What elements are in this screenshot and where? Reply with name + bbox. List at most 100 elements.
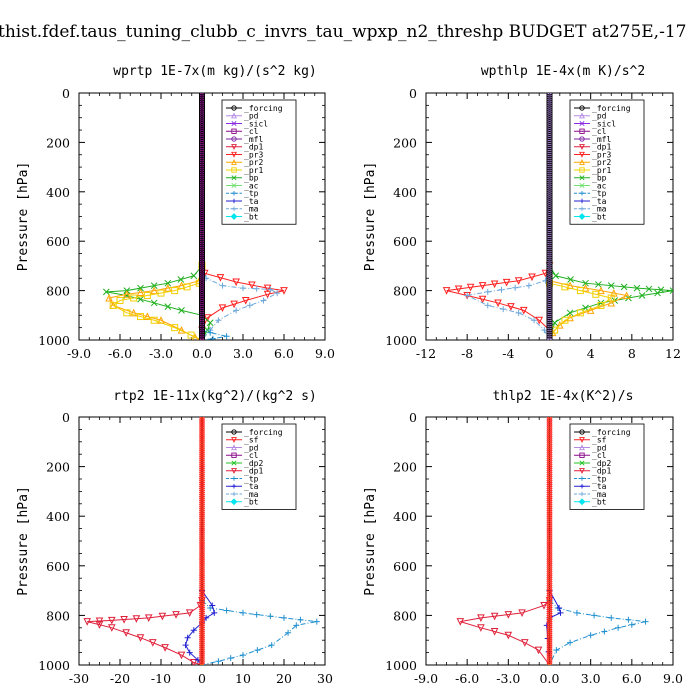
series-point-pr3: [507, 303, 515, 311]
series-point-dp1: [161, 644, 169, 652]
zero-line-marker: [546, 93, 553, 96]
series-point-pr3: [232, 278, 240, 287]
series-point-ma: [484, 302, 491, 309]
panel-title: rtp2 1E-11x(kg^2)/(kg^2 s): [113, 389, 317, 404]
y-tick-label: 400: [46, 185, 70, 200]
legend-marker-pd: [231, 444, 237, 451]
series-point-ma: [260, 297, 267, 304]
legend-marker-ac: [579, 182, 585, 189]
y-tick-label: 0: [62, 410, 70, 425]
series-point-tp: [223, 607, 230, 614]
series-point-ma: [215, 317, 222, 324]
series-point-pr2: [607, 298, 616, 307]
series-point-pr2: [597, 286, 605, 295]
series-point-tp: [625, 616, 632, 623]
x-tick-label: -4: [502, 346, 514, 361]
series-line-tp: [549, 600, 646, 665]
series-point-bp: [190, 272, 198, 280]
x-tick-label: 6.0: [274, 346, 294, 361]
series-line-pr3: [201, 265, 285, 340]
y-tick-label: 1000: [385, 658, 417, 673]
series-point-bp: [150, 282, 158, 290]
legend-label-pr1: _pr1: [592, 166, 611, 175]
series-point-tp: [215, 658, 222, 665]
legend-label-ma: _ma: [592, 205, 607, 214]
series-group: [83, 417, 320, 665]
y-axis-label: Pressure [hPa]: [363, 486, 378, 596]
zero-line-marker: [546, 662, 553, 665]
legend-label-ac: _ac: [592, 181, 607, 190]
legend-label-ta: _ta: [592, 197, 607, 206]
budget-panel-1: wprtp 1E-7x(m kg)/(s^2 kg) Pressure [hPa]…: [16, 64, 335, 361]
series-point-tp: [628, 621, 635, 628]
series-point-dp1: [172, 611, 180, 619]
legend-marker-pr3: [231, 151, 237, 158]
series-point-pr1: [171, 324, 179, 332]
x-tick-label: -9.0: [414, 671, 438, 686]
series-point-tp: [209, 335, 216, 340]
zero-line-marker: [199, 337, 205, 340]
series-point-dp1: [144, 614, 153, 622]
series-point-pr1: [116, 296, 124, 304]
legend-label-cl: _cl: [244, 451, 259, 460]
series-point-pr3: [528, 273, 536, 282]
series-point-bp: [597, 299, 605, 307]
legend-marker-dp2: [231, 460, 237, 466]
y-axis-label: Pressure [hPa]: [16, 162, 31, 272]
legend: _forcing_pd_sicl_cl_mfl_dp1_pr3_pr2_pr1_…: [569, 99, 645, 225]
legend-marker-forcing: [231, 429, 237, 435]
legend-marker-pd: [231, 112, 237, 119]
x-tick-label: -3.0: [149, 346, 173, 361]
legend-marker-ta: [231, 484, 237, 489]
series-point-pr3: [263, 290, 272, 299]
legend-marker-pr1: [579, 167, 585, 173]
legend-marker-dp1: [231, 144, 237, 150]
series-point-tp: [227, 655, 234, 662]
y-axis-label: Pressure [hPa]: [363, 162, 378, 272]
x-tick-label: 0.0: [192, 346, 212, 361]
series-point-ma: [464, 292, 471, 299]
series-point-pr2: [581, 284, 590, 292]
legend-marker-ac: [231, 182, 237, 189]
x-tick-label: 20: [276, 671, 292, 686]
x-tick-label: 9.0: [315, 346, 335, 361]
series-point-dp1: [477, 624, 485, 632]
series-point-pr1: [109, 301, 117, 309]
legend-marker-cl: [579, 452, 585, 458]
legend-label-pd: _pd: [244, 443, 259, 452]
legend-marker-tp: [231, 476, 237, 481]
legend-label-tp: _tp: [592, 474, 607, 483]
legend-marker-ma: [231, 206, 237, 211]
x-tick-label: 30: [317, 671, 333, 686]
series-point-tp: [281, 614, 287, 621]
series-point-tp: [285, 629, 292, 636]
figure-title: thist.fdef.taus_tuning_clubb_c_invrs_tau…: [0, 22, 686, 42]
legend-marker-forcing: [579, 429, 585, 435]
series-point-ta: [184, 634, 191, 641]
series-point-pr1: [561, 316, 569, 324]
series-point-dp1: [158, 612, 167, 621]
series-point-dp1: [177, 651, 186, 660]
legend-marker-cl: [579, 128, 585, 134]
y-tick-label: 0: [409, 86, 417, 101]
series-point-ma: [541, 327, 548, 334]
series-point-dp1: [534, 646, 543, 655]
series-point-pr1: [150, 316, 158, 324]
series-point-pr1: [137, 313, 144, 321]
legend-label-bp: _bp: [592, 174, 607, 183]
series-point-bp: [551, 319, 558, 327]
legend-label-tp: _tp: [592, 189, 607, 198]
series-point-pr3: [203, 314, 212, 322]
y-tick-label: 600: [393, 234, 417, 249]
legend-marker-sicl: [231, 120, 237, 127]
zero-line-marker: [547, 337, 552, 340]
series-point-ta: [186, 649, 193, 656]
series-point-pr1: [597, 301, 605, 309]
budget-panel-3: rtp2 1E-11x(kg^2)/(kg^2 s) Pressure [hPa]…: [16, 389, 333, 686]
legend-label-pr2: _pr2: [244, 158, 263, 167]
series-point-ma: [498, 286, 505, 293]
legend-marker-ma: [231, 491, 237, 497]
series-point-bp: [552, 272, 560, 280]
legend-marker-ta: [579, 198, 585, 204]
